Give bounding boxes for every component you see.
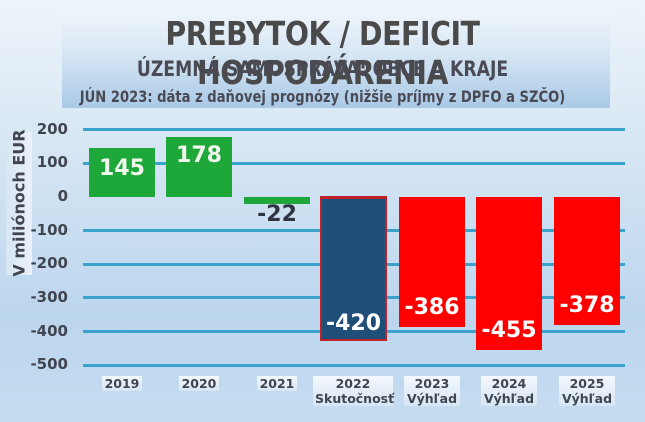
- y-tick: -100: [30, 221, 68, 239]
- x-label-2021: 2021: [244, 376, 310, 391]
- chart-subtitle: ÚZEMNÁ SAMOSPRÁVA: OBCE A KRAJE: [136, 57, 509, 81]
- x-label-2025: 2025 Výhľad: [554, 376, 620, 406]
- bar-2021: -22: [244, 197, 310, 227]
- y-tick: -500: [30, 355, 68, 373]
- y-tick: -400: [30, 322, 68, 340]
- x-label-2020: 2020: [166, 376, 232, 391]
- gridline: [83, 364, 625, 367]
- x-label-sub: Výhľad: [561, 391, 613, 406]
- x-label-year: 2024: [491, 376, 527, 391]
- x-label-year: 2020: [178, 376, 220, 391]
- y-tick: 100: [36, 153, 68, 171]
- y-tick: 200: [36, 120, 68, 138]
- x-label-year: 2021: [256, 376, 298, 391]
- y-tick: -200: [30, 254, 68, 272]
- bar-2019: 145: [89, 148, 155, 197]
- x-label-year: 2025: [569, 376, 605, 391]
- bar-value-label: -420: [325, 311, 382, 336]
- x-label-2022: 2022 Skutočnosť: [313, 376, 395, 406]
- bar-2024: -455: [476, 197, 542, 350]
- x-label-2023: 2023 Výhľad: [399, 376, 465, 406]
- x-label-sub: Výhľad: [483, 391, 535, 406]
- title-panel: [62, 12, 610, 108]
- y-axis-label-panel: [6, 132, 32, 275]
- bar-value-label: 145: [99, 156, 145, 181]
- x-label-2024: 2024 Výhľad: [476, 376, 542, 406]
- x-label-year: 2019: [101, 376, 143, 391]
- bar-2025: -378: [554, 197, 620, 325]
- bar-value-label: -386: [404, 295, 460, 320]
- x-label-sub: Výhľad: [406, 391, 458, 406]
- bar-value-label: -378: [559, 293, 615, 318]
- bar-2023: -386: [399, 197, 465, 327]
- bar-2020: 178: [166, 137, 232, 197]
- bar-value-label: -455: [481, 318, 537, 343]
- bar-2022: -420: [320, 196, 387, 341]
- gridline: [83, 128, 625, 131]
- x-label-2019: 2019: [89, 376, 155, 391]
- y-tick: -300: [30, 288, 68, 306]
- bar-value-label: 178: [176, 143, 222, 168]
- bar-value-label: -22: [257, 202, 297, 227]
- x-label-year: 2022: [335, 376, 371, 391]
- chart-note: JÚN 2023: dáta z daňovej prognózy (nižši…: [79, 87, 566, 106]
- x-label-sub: Skutočnosť: [315, 391, 395, 406]
- x-label-year: 2023: [414, 376, 450, 391]
- gridline: [83, 162, 625, 165]
- y-tick: 0: [57, 187, 68, 205]
- chart-title: PREBYTOK / DEFICIT HOSPODÁRENIA: [165, 14, 480, 92]
